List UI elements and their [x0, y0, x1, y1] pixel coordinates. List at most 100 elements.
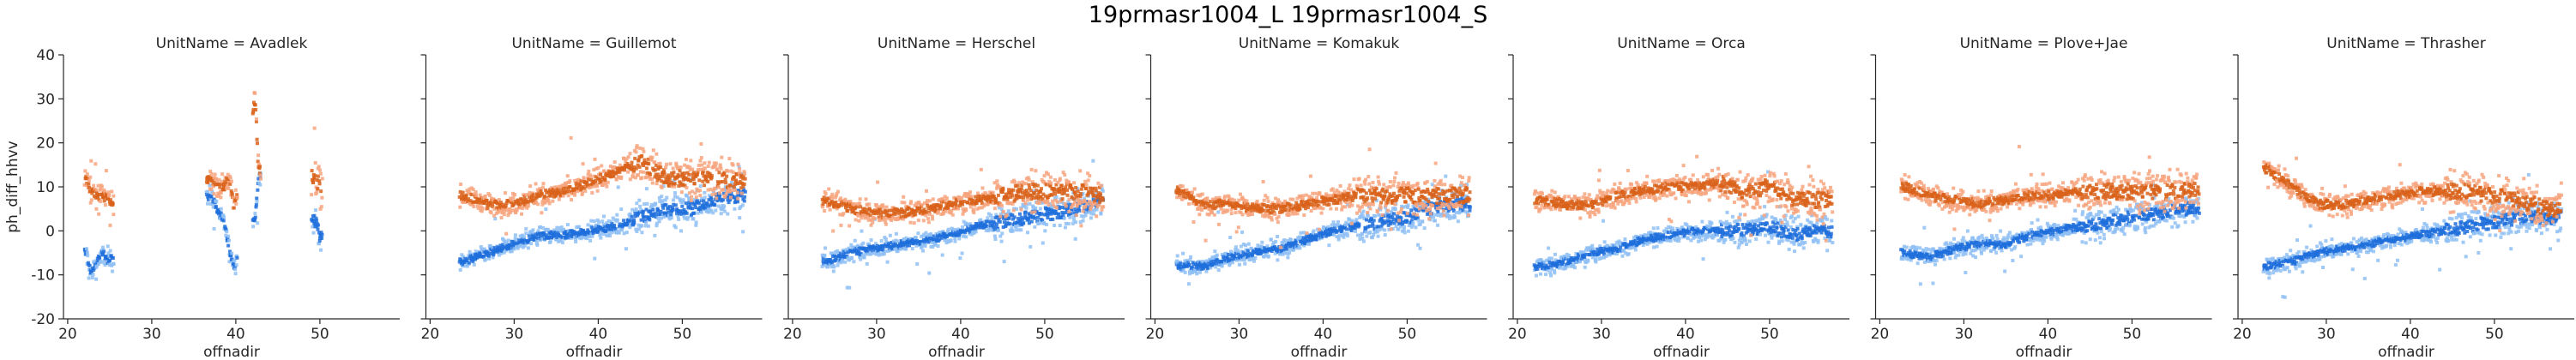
scatter-point	[1184, 195, 1188, 200]
scatter-point	[659, 216, 663, 220]
scatter-point	[472, 262, 476, 267]
scatter-point	[702, 174, 706, 178]
scatter-point	[1077, 203, 1082, 207]
scatter-point	[1366, 214, 1371, 219]
scatter-point	[915, 238, 920, 243]
scatter-point	[1350, 203, 1354, 207]
scatter-point	[94, 207, 99, 211]
scatter-point	[636, 173, 641, 177]
scatter-point	[1183, 270, 1187, 274]
scatter-point	[1077, 194, 1081, 198]
scatter-point	[962, 200, 967, 204]
scatter-point	[522, 195, 527, 199]
scatter-point	[590, 234, 594, 238]
scatter-point	[206, 189, 210, 194]
scatter-point	[1272, 241, 1276, 245]
scatter-point	[1230, 258, 1234, 262]
scatter-point	[1414, 225, 1418, 230]
scatter-point	[1017, 216, 1021, 220]
scatter-point	[679, 229, 683, 233]
scatter-point	[1280, 248, 1284, 252]
scatter-point	[1465, 183, 1469, 187]
scatter-point	[1038, 201, 1042, 205]
scatter-point	[233, 265, 238, 269]
scatter-point	[833, 204, 837, 208]
scatter-point	[541, 233, 546, 237]
scatter-point	[1409, 208, 1414, 213]
scatter-point	[964, 235, 968, 239]
scatter-point	[697, 163, 701, 167]
scatter-point	[996, 226, 1000, 231]
scatter-point	[1465, 186, 1469, 190]
scatter-point	[253, 215, 257, 219]
scatter-point	[99, 199, 103, 203]
scatter-point	[1312, 207, 1317, 211]
scatter-point	[1071, 218, 1076, 222]
scatter-point	[727, 201, 731, 205]
scatter-point	[1015, 193, 1019, 197]
scatter-point	[1026, 191, 1030, 195]
scatter-point	[561, 194, 565, 198]
scatter-point	[930, 206, 934, 210]
scatter-point	[574, 240, 578, 244]
scatter-point	[1233, 198, 1237, 202]
scatter-point	[1246, 249, 1250, 253]
scatter-point	[1220, 199, 1224, 203]
scatter-point	[1340, 197, 1344, 201]
scatter-point	[649, 209, 653, 213]
scatter-point	[1009, 195, 1013, 199]
scatter-point	[1449, 201, 1453, 206]
scatter-point	[592, 219, 596, 223]
scatter-point	[923, 243, 927, 248]
scatter-point	[960, 200, 964, 204]
scatter-point	[232, 262, 236, 267]
scatter-point	[208, 169, 213, 173]
scatter-point	[633, 212, 637, 216]
scatter-point	[883, 216, 887, 220]
scatter-point	[234, 263, 238, 267]
scatter-point	[1379, 201, 1384, 205]
scatter-point	[103, 189, 107, 194]
scatter-point	[956, 206, 960, 210]
scatter-point	[1393, 207, 1397, 212]
scatter-point	[922, 207, 926, 212]
scatter-point	[1300, 194, 1305, 198]
scatter-point	[1369, 185, 1373, 189]
scatter-point	[1262, 255, 1266, 259]
scatter-point	[991, 190, 995, 195]
scatter-point	[1285, 243, 1289, 247]
scatter-point	[1420, 207, 1424, 211]
scatter-point	[688, 168, 692, 172]
scatter-point	[1055, 200, 1059, 204]
scatter-point	[881, 203, 885, 207]
scatter-point	[1234, 211, 1238, 215]
scatter-point	[1207, 264, 1211, 268]
scatter-point	[471, 202, 475, 207]
scatter-point	[998, 219, 1002, 224]
scatter-point	[824, 199, 829, 203]
scatter-point	[1318, 206, 1323, 210]
scatter-point	[553, 190, 558, 195]
scatter-point	[952, 207, 956, 211]
scatter-point	[492, 197, 496, 201]
scatter-point	[653, 160, 657, 165]
scatter-point	[1391, 198, 1396, 202]
scatter-point	[715, 167, 720, 171]
scatter-point	[656, 172, 661, 177]
scatter-point	[1070, 195, 1074, 199]
scatter-point	[998, 214, 1003, 219]
scatter-point	[932, 234, 936, 238]
scatter-point	[576, 231, 580, 235]
scatter-point	[218, 182, 222, 186]
scatter-point	[673, 184, 677, 189]
scatter-point	[859, 257, 863, 261]
scatter-point	[984, 228, 988, 232]
scatter-point	[1391, 194, 1395, 198]
scatter-point	[1207, 213, 1211, 217]
scatter-point	[574, 237, 578, 241]
scatter-point	[633, 156, 637, 160]
scatter-point	[1004, 192, 1008, 196]
scatter-point	[227, 238, 232, 243]
scatter-point	[528, 184, 533, 189]
scatter-point	[1229, 212, 1234, 216]
